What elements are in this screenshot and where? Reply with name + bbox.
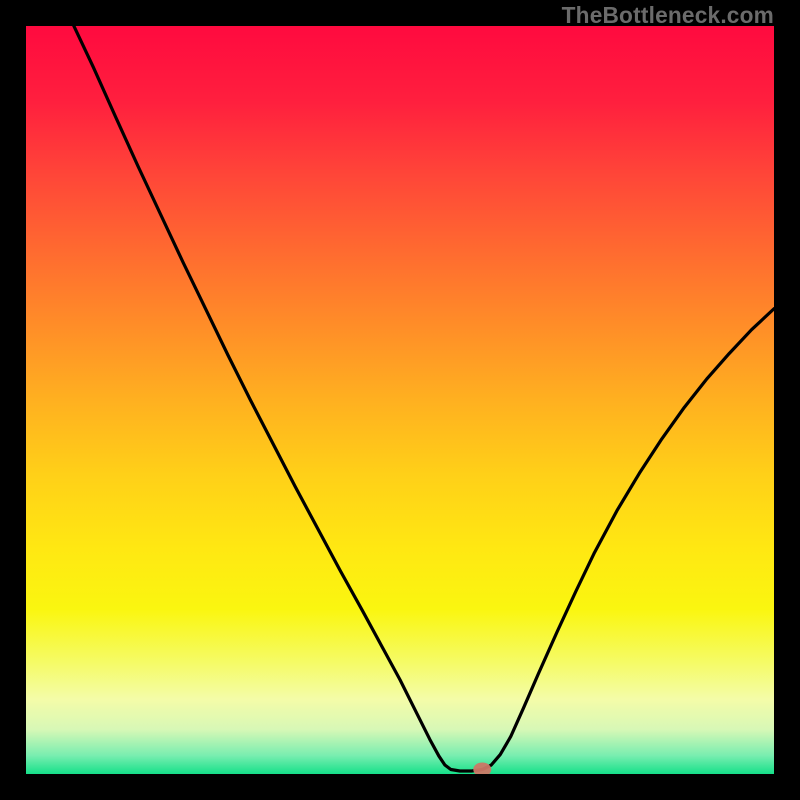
watermark-text: TheBottleneck.com bbox=[562, 2, 774, 29]
plot-area bbox=[26, 26, 774, 774]
chart-frame: TheBottleneck.com bbox=[0, 0, 800, 800]
bottleneck-curve bbox=[26, 26, 774, 774]
